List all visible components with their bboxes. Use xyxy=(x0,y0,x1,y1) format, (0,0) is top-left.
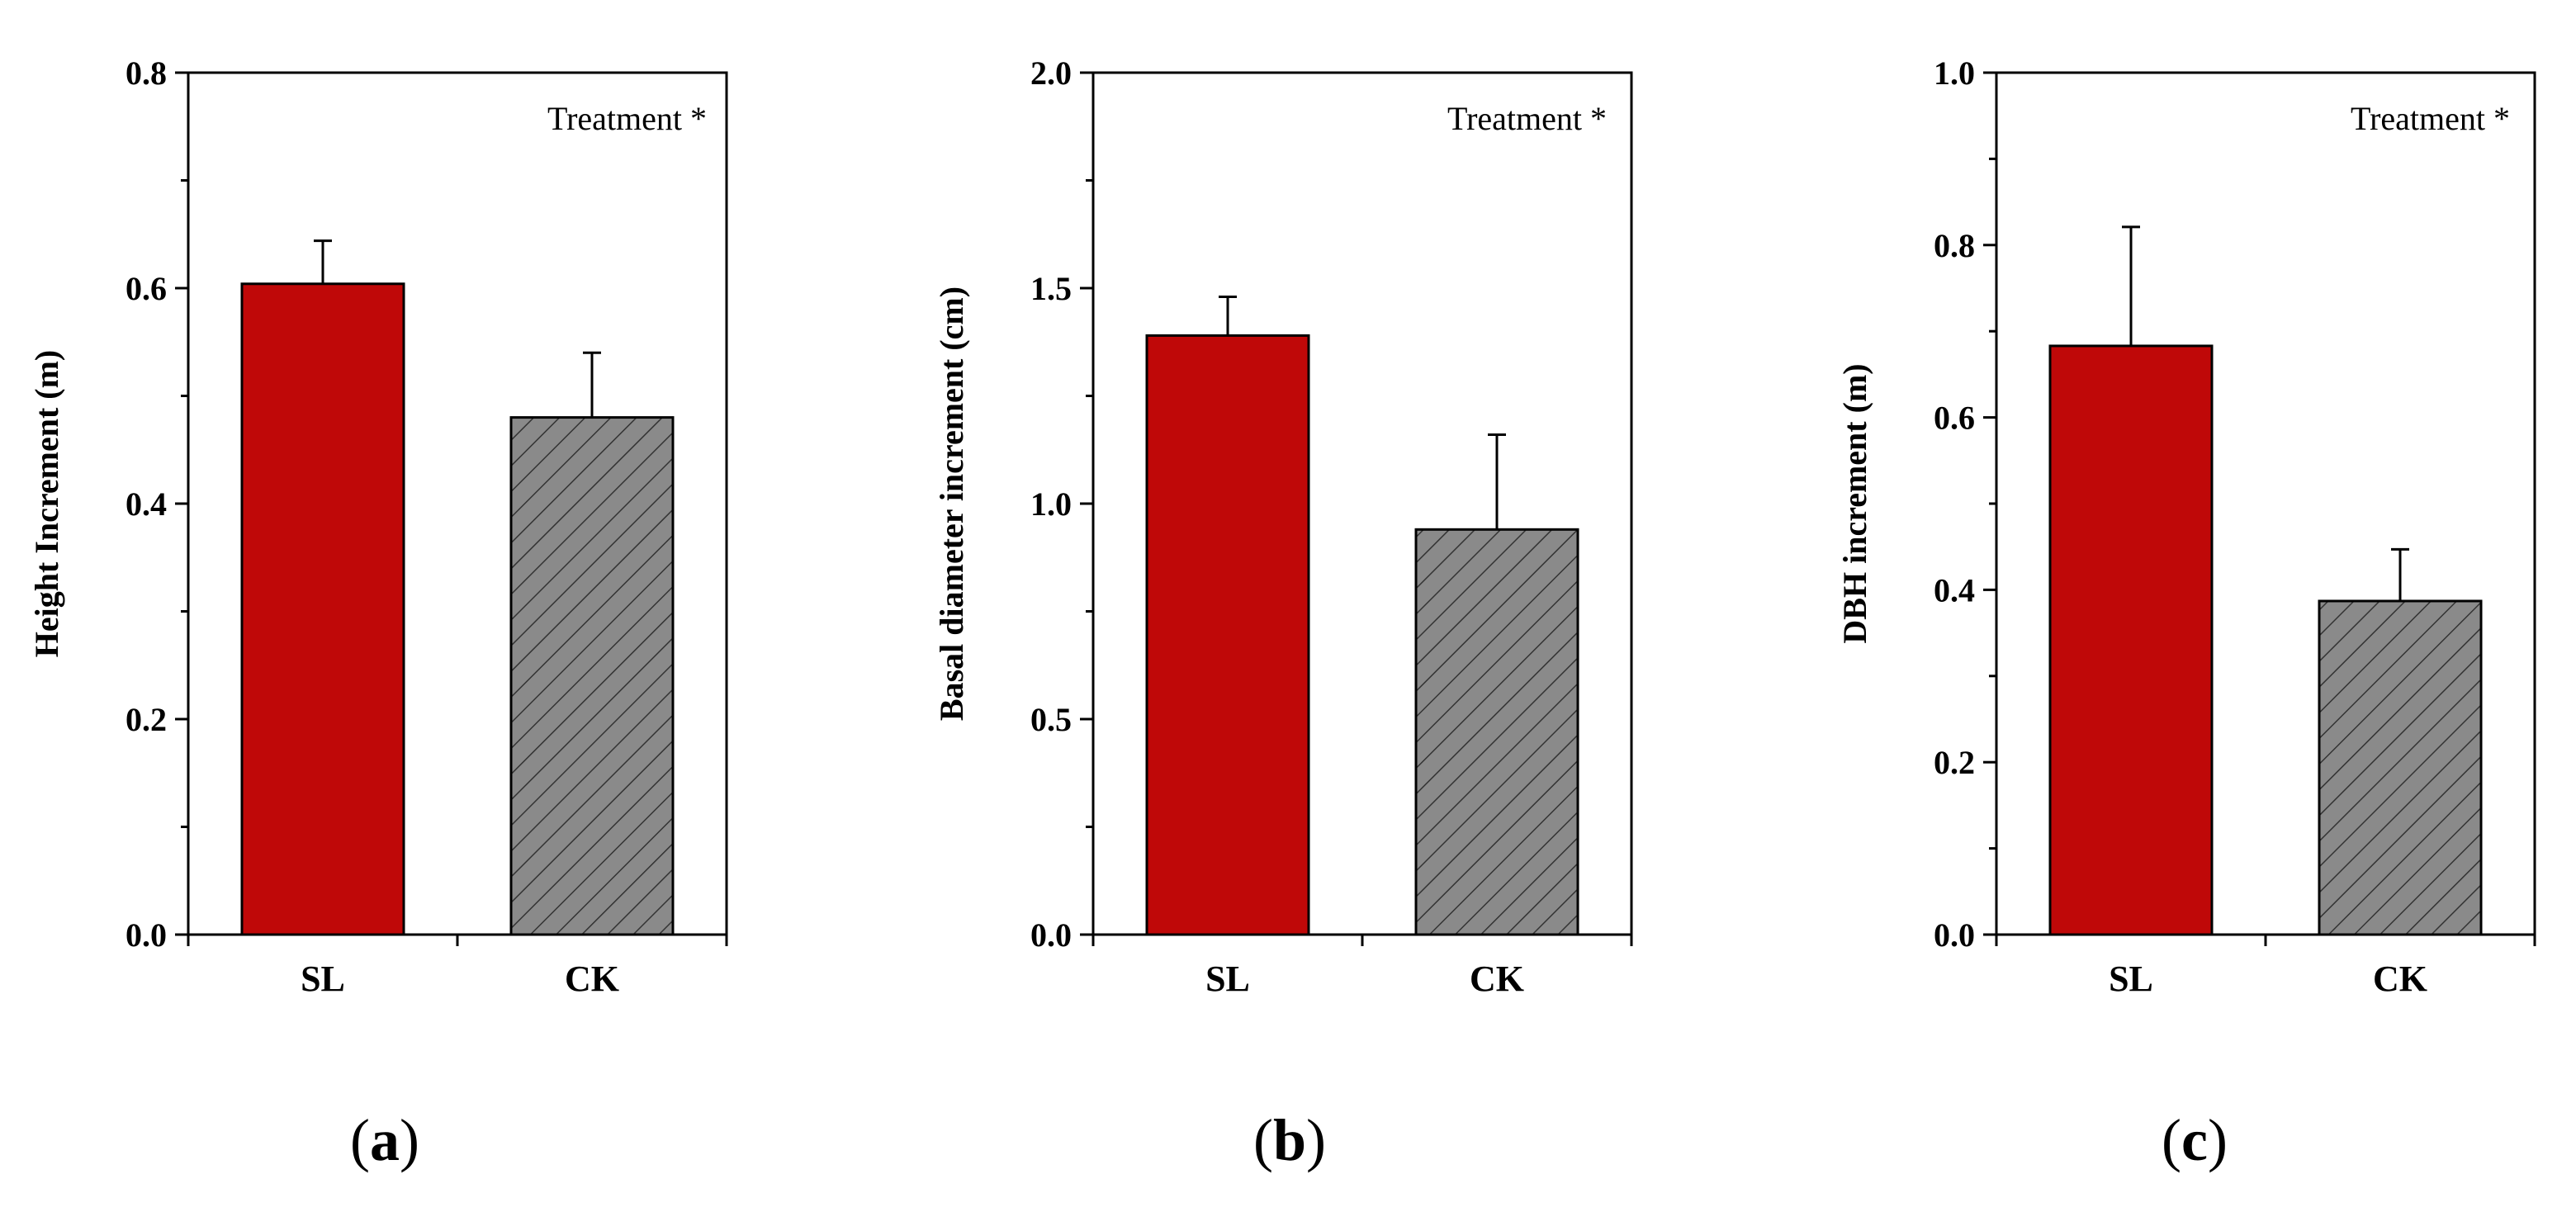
y-tick-label: 1.5 xyxy=(1030,270,1072,307)
category-label: CK xyxy=(1470,959,1524,999)
bar-sl xyxy=(2048,344,2214,936)
category-label: CK xyxy=(565,959,619,999)
y-tick-label: 0.8 xyxy=(125,54,167,92)
y-tick-label: 1.0 xyxy=(1934,54,1975,92)
y-tick-label: 1.0 xyxy=(1030,485,1072,523)
y-tick-label: 0.0 xyxy=(1934,916,1975,954)
y-tick-label: 0.2 xyxy=(1934,744,1975,781)
y-tick-label: 2.0 xyxy=(1030,54,1072,92)
bar-sl xyxy=(1145,334,1310,936)
treatment-annotation: Treatment * xyxy=(2351,100,2510,137)
y-axis-title: Height Increment (m) xyxy=(28,350,65,658)
bar-ck xyxy=(509,416,675,936)
bar-sl xyxy=(240,282,405,936)
bar-ck xyxy=(1414,528,1579,936)
y-tick-label: 0.6 xyxy=(1934,400,1975,437)
y-tick-label: 0.2 xyxy=(125,701,167,738)
category-label: SL xyxy=(2109,959,2153,999)
y-tick-label: 0.4 xyxy=(125,485,167,523)
chart-panel-a: 0.0 0.2 0.4 0.6 0.8 SL CK Height Increment (m) T… xyxy=(28,54,728,1173)
y-tick-label: 0.6 xyxy=(125,270,167,307)
panel-label: (c) xyxy=(2162,1107,2228,1173)
category-label: CK xyxy=(2373,959,2427,999)
y-axis-title: DBH increment (m) xyxy=(1836,363,1873,643)
panel-label: (a) xyxy=(350,1107,419,1173)
y-tick-label: 0.0 xyxy=(1030,916,1072,954)
chart-panel-c: 0.0 0.2 0.4 0.6 0.8 1.0 SL CK DBH increment (m) T… xyxy=(1836,54,2536,1173)
y-axis-title: Basal diameter increment (cm) xyxy=(933,286,970,721)
category-label: SL xyxy=(1205,959,1250,999)
chart-panel-b: 0.0 0.5 1.0 1.5 2.0 SL CK Basal diameter increm… xyxy=(933,54,1633,1173)
bar-ck xyxy=(2318,599,2483,936)
panel-label: (b) xyxy=(1253,1107,1326,1173)
y-tick-label: 0.5 xyxy=(1030,701,1072,738)
y-tick-label: 0.0 xyxy=(125,916,167,954)
treatment-annotation: Treatment * xyxy=(1447,100,1607,137)
treatment-annotation: Treatment * xyxy=(547,100,707,137)
category-label: SL xyxy=(301,959,345,999)
y-tick-label: 0.4 xyxy=(1934,571,1975,608)
y-tick-label: 0.8 xyxy=(1934,227,1975,264)
